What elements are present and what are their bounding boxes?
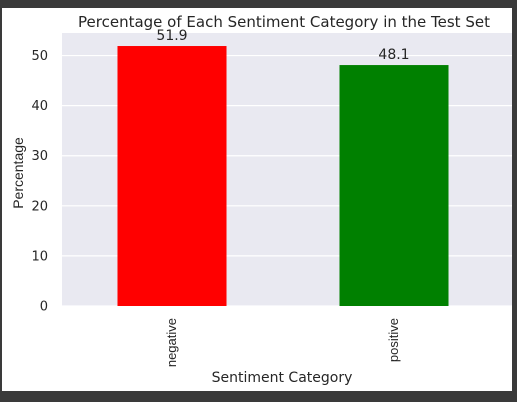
bars: [117, 46, 449, 306]
y-axis-ticks: 0 10 20 30 40 50: [31, 49, 48, 314]
bar-negative: [117, 46, 227, 306]
bar-chart: 0 10 20 30 40 50 negative positive 51.9 48.1 Pe…: [10, 13, 512, 386]
data-label-positive: 48.1: [378, 47, 409, 63]
x-axis-label: Sentiment Category: [212, 370, 353, 386]
data-labels: 51.9 48.1: [156, 28, 409, 63]
y-tick-label: 50: [31, 49, 48, 64]
x-tick-label-negative: negative: [164, 318, 179, 367]
x-axis-ticks: negative positive: [164, 318, 401, 367]
y-tick-label: 20: [31, 199, 48, 214]
x-tick-label-positive: positive: [386, 318, 401, 362]
y-tick-label: 0: [40, 300, 48, 315]
chart-figure: 0 10 20 30 40 50 negative positive 51.9 48.1 Pe…: [2, 8, 512, 391]
chart-title: Percentage of Each Sentiment Category in…: [78, 13, 490, 31]
y-tick-label: 40: [31, 99, 48, 114]
data-label-negative: 51.9: [156, 28, 187, 44]
y-tick-label: 10: [31, 249, 48, 264]
bar-positive: [339, 65, 449, 306]
y-axis-label: Percentage: [10, 137, 26, 209]
y-tick-label: 30: [31, 149, 48, 164]
